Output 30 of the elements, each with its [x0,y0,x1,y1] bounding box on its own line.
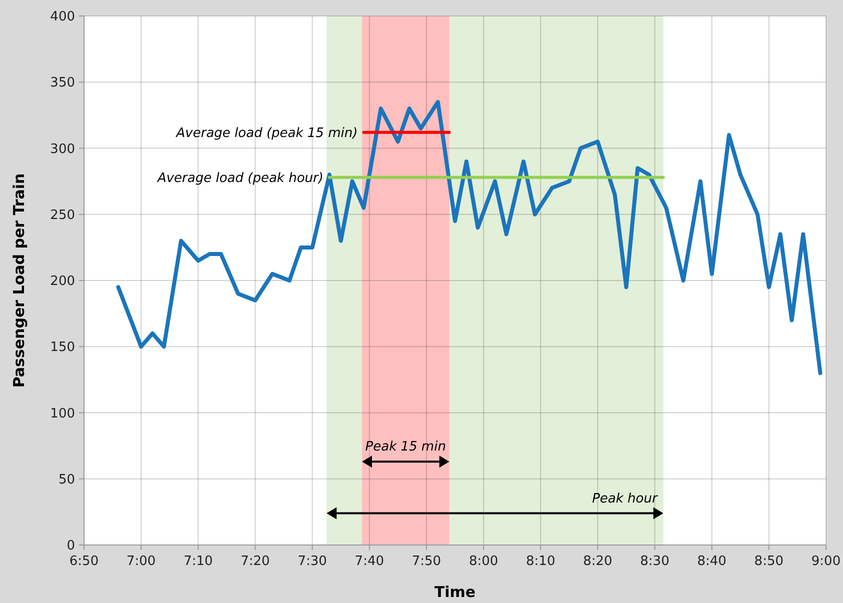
band-label: Peak hour [592,491,659,506]
x-tick-label: 8:00 [468,554,498,569]
y-tick-label: 250 [50,208,75,223]
x-tick-label: 7:20 [240,554,270,569]
y-tick-label: 0 [66,538,75,554]
x-tick-label: 7:50 [412,554,442,569]
x-tick-label: 8:30 [640,554,670,569]
x-tick-label: 8:20 [583,554,612,569]
y-tick-label: 200 [50,274,75,290]
series-label: Average load (peak 15 min) [175,126,358,141]
y-tick-label: 150 [50,340,75,356]
y-tick-label: 100 [50,406,75,422]
y-tick-label: 50 [58,472,75,488]
x-tick-label: 6:50 [69,554,99,569]
x-tick-label: 7:30 [298,554,327,569]
band-label: Peak 15 min [365,440,446,455]
y-tick-label: 350 [50,76,75,91]
y-tick-label: 300 [50,142,75,157]
x-tick-label: 7:10 [184,554,213,569]
x-tick-label: 7:00 [126,554,156,569]
x-tick-label: 9:00 [811,554,841,569]
y-tick-label: 400 [50,10,75,25]
series-label: Average load (peak hour) [156,170,324,186]
x-tick-label: 8:10 [526,554,556,569]
x-axis-title: Time [434,583,476,601]
x-tick-label: 8:50 [754,554,784,569]
x-tick-label: 7:40 [354,554,384,569]
x-tick-label: 8:40 [697,554,726,569]
line-series [116,100,822,376]
y-axis-title: Passenger Load per Train [10,173,28,388]
